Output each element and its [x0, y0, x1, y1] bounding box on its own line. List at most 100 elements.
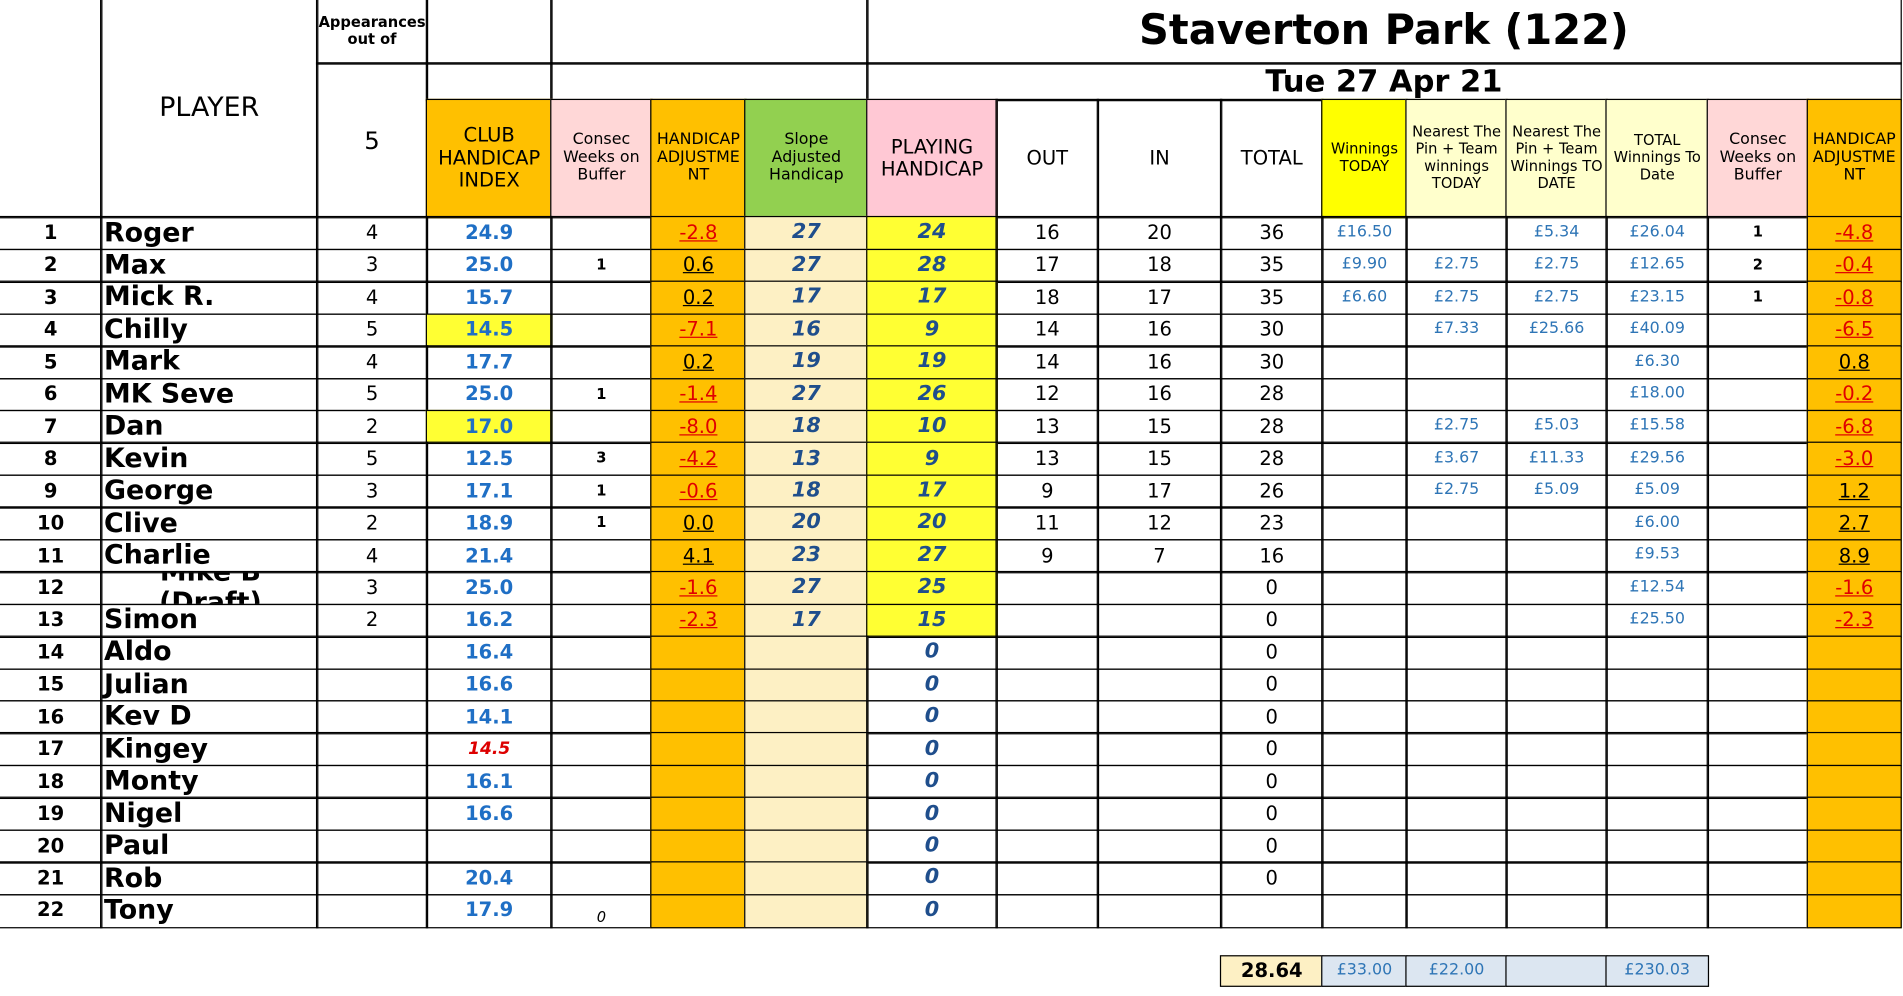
data-cell-text: 1 [596, 384, 607, 403]
column-header: Winnings TODAY [1321, 99, 1408, 219]
data-cell-text: 1 [1752, 288, 1763, 306]
data-cell [1321, 538, 1408, 573]
data-cell [426, 829, 553, 864]
data-cell: 5 [316, 313, 428, 348]
data-cell-text: 24.9 [465, 220, 514, 244]
player-name-text: MK Seve [103, 379, 235, 410]
column-header-text: TOTAL Winnings To Date [1613, 132, 1701, 183]
data-cell-text: 18 [37, 769, 65, 793]
data-cell [1405, 732, 1508, 767]
data-cell: 3 [316, 571, 428, 606]
data-cell [1505, 635, 1608, 670]
player-header: PLAYER [100, 0, 319, 219]
data-cell: 3 [0, 280, 103, 315]
data-cell [1505, 667, 1608, 703]
data-cell-text: 9 [1041, 478, 1054, 503]
data-cell: £5.09 [1605, 474, 1709, 509]
data-cell [316, 861, 428, 896]
corner-cell [0, 0, 103, 219]
data-cell-text: 16 [1034, 220, 1060, 244]
data-cell: 17 [1096, 474, 1223, 509]
data-cell-text: 20.4 [465, 866, 514, 890]
data-cell [550, 700, 653, 735]
data-cell-text: 18 [1034, 285, 1060, 309]
data-cell: 10 [0, 506, 103, 541]
data-cell-text: 14 [37, 640, 65, 664]
data-cell: 1 [0, 216, 103, 251]
data-cell: -1.4 [650, 377, 747, 412]
data-cell-text: £29.56 [1629, 448, 1685, 468]
player-name: Kevin [100, 442, 319, 477]
column-header: HANDICAP ADJUSTMENT [650, 99, 747, 219]
data-cell-text: 21 [37, 866, 65, 890]
data-cell [1321, 861, 1408, 896]
data-cell-text: 0.2 [682, 349, 714, 374]
data-cell-text: £7.33 [1433, 319, 1480, 339]
data-cell: £2.75 [1505, 248, 1608, 283]
data-cell: -8.0 [650, 409, 747, 444]
player-name-text: Aldo [103, 637, 172, 668]
player-name-text: Julian [103, 669, 189, 701]
data-cell: 0 [1220, 603, 1324, 638]
player-name: Kev D [100, 700, 319, 735]
data-cell: 24.9 [426, 216, 553, 251]
data-cell-text: £12.54 [1629, 577, 1685, 597]
data-cell-text: 6 [43, 382, 58, 406]
data-cell: 20.4 [426, 861, 553, 896]
data-cell-text: 27 [791, 252, 821, 277]
data-cell: 17.7 [426, 345, 553, 380]
data-cell [1605, 635, 1709, 670]
data-cell: £5.03 [1505, 409, 1608, 444]
data-cell [1706, 603, 1809, 638]
data-cell-text: £9.90 [1341, 255, 1388, 274]
data-cell [1321, 667, 1408, 703]
data-cell: 0.2 [650, 280, 747, 315]
data-cell: -0.4 [1806, 248, 1902, 283]
data-cell [1405, 635, 1508, 670]
data-cell-text: 17.7 [465, 349, 514, 374]
data-cell-text: 16 [1147, 382, 1172, 406]
data-cell-text: £5.09 [1533, 481, 1580, 500]
data-cell: £6.00 [1605, 506, 1709, 541]
data-cell: 27 [744, 216, 869, 251]
player-name: Rob [100, 861, 319, 896]
data-cell: 16.4 [426, 635, 553, 670]
player-name-text: Charlie [103, 540, 211, 571]
data-cell-text: -7.1 [679, 317, 718, 341]
data-cell-text: 11 [1034, 511, 1060, 535]
data-cell: 17 [744, 603, 869, 638]
data-cell: 4 [316, 216, 428, 251]
data-cell: 0 [866, 732, 998, 767]
data-cell [1096, 861, 1223, 896]
data-cell-text: 17 [791, 607, 821, 632]
total-cell-text: 28.64 [1240, 958, 1303, 982]
data-cell [1505, 506, 1608, 541]
data-cell: 18 [995, 280, 1099, 315]
data-cell-text: 9 [43, 478, 58, 503]
data-cell [744, 764, 869, 799]
data-cell: 0.0 [650, 506, 747, 541]
data-cell-text: 9 [924, 316, 940, 342]
data-cell: -1.6 [1806, 571, 1902, 606]
player-name-text: Nigel [103, 798, 183, 830]
data-cell: 2 [0, 248, 103, 283]
data-cell-text: 2 [365, 511, 379, 535]
data-cell-text: 23 [791, 542, 821, 568]
data-cell: 19 [0, 797, 103, 832]
data-cell [1605, 893, 1709, 928]
data-cell: £2.75 [1405, 474, 1508, 509]
data-cell: 16 [1096, 313, 1223, 348]
data-cell [1096, 732, 1223, 767]
data-cell: 0 [866, 797, 998, 832]
data-cell: £23.15 [1605, 280, 1709, 315]
column-header-text: HANDICAP ADJUSTMENT [1812, 130, 1896, 185]
data-cell: -0.2 [1806, 377, 1902, 412]
data-cell: 12 [0, 571, 103, 606]
data-cell [316, 764, 428, 799]
data-cell-text: 0 [1265, 769, 1278, 793]
data-cell [1706, 893, 1809, 928]
data-cell-text: 27 [791, 381, 821, 406]
data-cell: 13 [0, 603, 103, 638]
column-header-text: Nearest The Pin + Team winnings TODAY [1412, 123, 1501, 192]
data-cell [1605, 667, 1709, 703]
